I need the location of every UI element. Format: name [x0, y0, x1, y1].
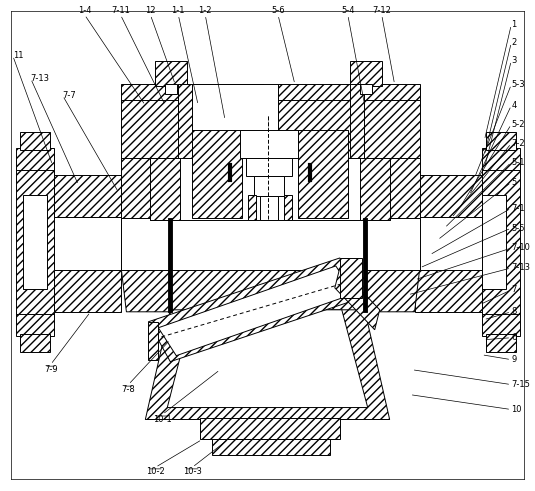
- Text: 5-2: 5-2: [511, 120, 525, 129]
- Bar: [350, 84, 364, 160]
- Text: 10-1: 10-1: [153, 414, 172, 424]
- Bar: [54, 270, 121, 312]
- Text: 5: 5: [511, 178, 517, 187]
- Text: 10-2: 10-2: [146, 467, 165, 476]
- Text: 10: 10: [511, 405, 522, 414]
- Polygon shape: [335, 268, 380, 330]
- Bar: [486, 334, 516, 352]
- Bar: [212, 439, 330, 456]
- Bar: [150, 158, 389, 220]
- Text: 7-13: 7-13: [511, 264, 530, 273]
- Bar: [254, 176, 284, 196]
- Bar: [260, 196, 278, 220]
- Text: 11: 11: [13, 51, 23, 60]
- Bar: [200, 417, 340, 439]
- Text: 5-1: 5-1: [511, 158, 525, 167]
- Text: 1-1: 1-1: [172, 6, 185, 15]
- Bar: [483, 195, 506, 289]
- Bar: [278, 98, 419, 160]
- Polygon shape: [158, 266, 354, 355]
- Bar: [178, 84, 278, 160]
- Text: 1-4: 1-4: [78, 6, 91, 15]
- Bar: [16, 314, 54, 336]
- Bar: [16, 148, 54, 170]
- Text: 5-6: 5-6: [271, 6, 285, 15]
- Text: 7-15: 7-15: [511, 380, 530, 389]
- Text: 4: 4: [511, 101, 517, 110]
- Bar: [483, 148, 520, 170]
- Text: 7-8: 7-8: [121, 384, 135, 394]
- Bar: [248, 195, 256, 220]
- Text: 6: 6: [511, 333, 517, 342]
- Text: 7-13: 7-13: [30, 74, 50, 83]
- Bar: [16, 168, 54, 316]
- Text: 2: 2: [511, 38, 517, 47]
- Bar: [278, 84, 419, 101]
- Bar: [165, 84, 177, 94]
- Polygon shape: [167, 310, 368, 408]
- Bar: [284, 195, 292, 220]
- Polygon shape: [340, 258, 362, 298]
- Text: 5-4: 5-4: [341, 6, 355, 15]
- Bar: [415, 270, 483, 312]
- Text: 10-3: 10-3: [183, 467, 202, 476]
- Bar: [415, 217, 483, 270]
- Text: 7: 7: [511, 285, 517, 295]
- Bar: [350, 60, 381, 86]
- Text: 7-9: 7-9: [44, 365, 57, 374]
- Text: 1: 1: [511, 20, 517, 29]
- Text: 7-10: 7-10: [511, 244, 530, 252]
- Bar: [54, 217, 121, 270]
- Text: 9: 9: [511, 355, 517, 364]
- Polygon shape: [121, 270, 419, 312]
- Bar: [246, 158, 292, 176]
- Bar: [360, 158, 389, 220]
- Bar: [20, 334, 50, 352]
- Text: 3: 3: [511, 56, 517, 65]
- Text: 12: 12: [145, 6, 156, 15]
- Polygon shape: [148, 322, 158, 360]
- Bar: [483, 168, 520, 316]
- Bar: [192, 130, 242, 218]
- Bar: [150, 158, 180, 220]
- Bar: [298, 130, 348, 218]
- Text: 8: 8: [511, 307, 517, 316]
- Bar: [121, 218, 419, 270]
- Text: 7-12: 7-12: [372, 6, 391, 15]
- Polygon shape: [148, 258, 362, 362]
- Bar: [483, 314, 520, 336]
- Text: 1-2: 1-2: [198, 6, 212, 15]
- Text: 5-5: 5-5: [511, 223, 525, 233]
- Bar: [155, 60, 187, 86]
- Bar: [486, 132, 516, 150]
- Bar: [415, 175, 483, 217]
- Bar: [22, 195, 47, 289]
- Bar: [360, 84, 372, 94]
- Text: 7-7: 7-7: [63, 91, 77, 100]
- Text: 5-3: 5-3: [511, 80, 525, 89]
- Bar: [121, 158, 419, 220]
- Bar: [121, 84, 263, 101]
- Bar: [20, 132, 50, 150]
- Polygon shape: [146, 310, 389, 419]
- Text: 7-11: 7-11: [111, 6, 130, 15]
- Bar: [54, 175, 121, 217]
- Text: 7-2: 7-2: [511, 139, 525, 148]
- Text: 7-1: 7-1: [511, 204, 525, 213]
- Bar: [178, 84, 192, 160]
- Bar: [121, 98, 263, 160]
- Bar: [240, 130, 298, 158]
- Polygon shape: [121, 175, 419, 218]
